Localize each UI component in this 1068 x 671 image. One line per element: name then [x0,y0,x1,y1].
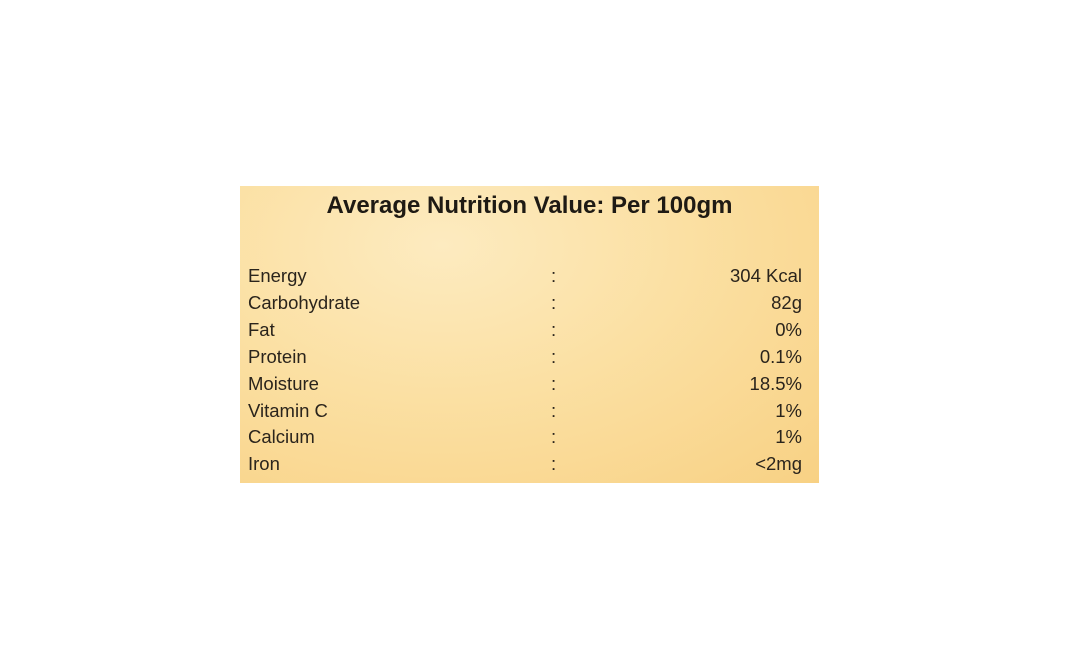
nutrient-value: 0% [775,318,802,340]
nutrient-value: 304 Kcal [730,265,802,286]
nutrient-name: Energy [248,265,307,286]
nutrient-name: Carbohydrate [248,291,361,313]
nutrient-name: Protein [248,345,307,367]
nutrient-name: Vitamin C [248,399,328,421]
nutrient-name: Moisture [248,372,319,394]
label-title: Average Nutrition Value: Per 100gm [326,192,733,219]
nutrient-value: 18.5% [749,372,802,394]
separator: : [551,372,557,394]
nutrient-value: 0.1% [759,345,802,367]
nutrient-value: <2mg [755,453,802,475]
separator: : [551,399,557,421]
separator: : [551,291,557,313]
separator: : [551,426,557,448]
separator: : [551,453,557,475]
nutrient-value: 1% [775,426,802,448]
separator: : [551,318,557,340]
nutrient-name: Calcium [248,426,315,448]
nutrient-name: Fat [248,318,275,340]
separator: : [551,345,557,367]
nutrient-value: 1% [775,399,802,421]
nutrition-label: Average Nutrition Value: Per 100gm Energ… [240,186,819,483]
nutrient-name: Iron [248,453,280,475]
nutrient-value: 82g [771,291,802,313]
separator: : [551,265,557,286]
